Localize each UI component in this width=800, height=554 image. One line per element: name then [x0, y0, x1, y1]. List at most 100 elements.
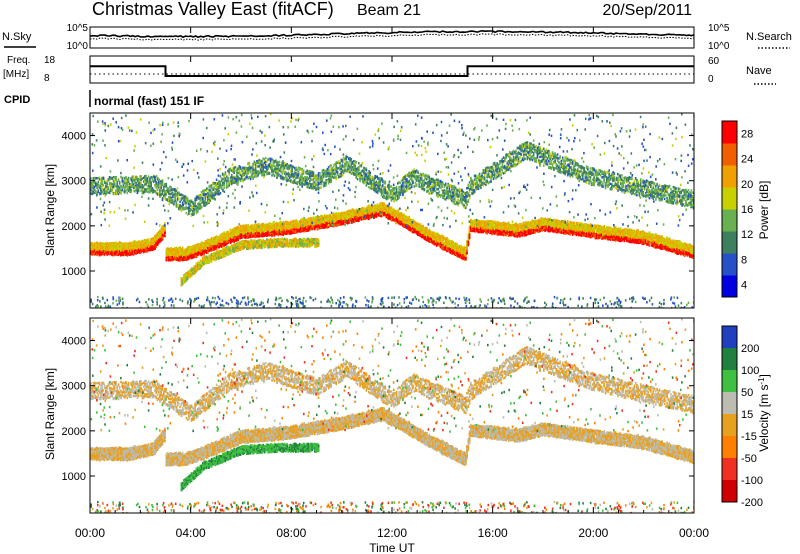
power-cell-ground [103, 252, 106, 255]
power-cell-ground [101, 244, 103, 248]
power-cell-ground [111, 246, 113, 249]
power-cell-ground [113, 246, 116, 250]
power-cell-ground [108, 253, 111, 256]
freq-tick-bottom: 8 [44, 73, 50, 84]
power-cell-ground [117, 246, 120, 249]
power-cell-ground [108, 242, 111, 245]
power-cell-ground [100, 253, 102, 256]
power-cell-ground [101, 252, 103, 255]
power-cell-ground [97, 246, 100, 250]
power-cell-ground [116, 243, 118, 246]
beam-label: Beam 21 [357, 2, 421, 19]
power-cell-ground [112, 248, 115, 251]
power-cell-ground [129, 242, 131, 245]
power-cell-ground [111, 252, 113, 255]
power-cell-ground [129, 246, 131, 250]
power-cell-ground [108, 245, 111, 248]
power-cell-ground [131, 246, 134, 250]
power-cell-ground [93, 251, 96, 255]
power-cell-ground [90, 244, 92, 248]
power-cell-ground [116, 248, 118, 252]
power-cell-ground [107, 251, 110, 254]
power-cell-ground [118, 242, 121, 246]
power-cell-ground [95, 252, 97, 256]
power-cell-ground [111, 248, 113, 251]
power-cell-ground [126, 244, 129, 247]
power-cell-ground [126, 242, 129, 245]
power-cell-ground [130, 249, 132, 252]
power-cell-ground [105, 248, 107, 252]
power-cell-ground [92, 245, 95, 248]
power-cell-ground [358, 219, 360, 222]
power-cell-ground [131, 249, 134, 253]
date-label: 20/Sep/2011 [602, 2, 692, 19]
power-cell-ground [118, 252, 121, 255]
power-cell-ground [91, 249, 93, 253]
frequency-trace [90, 65, 694, 77]
nsearch-label: N.Search [746, 31, 792, 43]
power-cell-ground [124, 253, 126, 256]
power-cell-ground [164, 234, 166, 238]
power-cell-ground [91, 245, 93, 249]
power-cell-ground [110, 242, 112, 246]
power-cell-ground [122, 253, 125, 257]
power-cell-ground [98, 249, 101, 253]
power-cell-ground [102, 246, 105, 250]
power-cell-ground [115, 252, 117, 255]
power-cell-ground [124, 242, 126, 246]
power-cell-ground [117, 253, 120, 257]
power-cell-ground [124, 246, 126, 249]
power-cell-ground [116, 250, 118, 253]
power-cell-ground [129, 253, 131, 257]
power-cell-ground [100, 252, 102, 255]
power-cell-ground [100, 248, 102, 251]
power-cell-ground [127, 247, 130, 250]
power-cell-ground [98, 251, 101, 255]
power-cell-ground [98, 243, 101, 246]
power-cell-ground [97, 250, 100, 254]
power-cell-ground [115, 245, 117, 248]
power-cell-ground [131, 243, 134, 246]
power-cell-ground [113, 248, 116, 252]
power-cell-ground [107, 252, 110, 255]
power-cell-ground [103, 244, 106, 248]
noise-tick-right-bottom: 10^0 [708, 41, 730, 52]
power-cell-ground [227, 230, 229, 234]
power-cell-ground [129, 252, 131, 255]
power-cell-ground [98, 246, 101, 250]
noise-tick-left-top: 10^5 [67, 23, 89, 34]
cpid-label: CPID [4, 94, 30, 106]
power-cell-ground [102, 253, 105, 256]
power-cell-ground [125, 242, 127, 245]
power-cell-ground [116, 245, 118, 248]
power-cell-ground [118, 245, 121, 249]
power-cell-ground [113, 242, 116, 245]
power-cell-ground [97, 248, 100, 252]
power-cell-ground [98, 253, 101, 256]
power-cell-ground [130, 242, 132, 245]
power-cell-ground [103, 248, 106, 251]
power-cell-ground [91, 247, 93, 250]
noise-tick-left-bottom: 10^0 [67, 41, 89, 52]
power-cell-ground [108, 247, 111, 250]
power-cell-ground [110, 244, 112, 247]
power-cell-ground [112, 254, 115, 257]
power-cell-ground [112, 242, 115, 245]
power-cell-ground [120, 249, 122, 253]
power-cell-ground [95, 249, 97, 252]
power-cell-ground [95, 243, 97, 246]
power-cell-ground [106, 242, 108, 245]
power-cell-ground [107, 248, 110, 252]
power-cell-ground [116, 253, 118, 256]
power-cell-ground [118, 241, 121, 244]
power-cell-ground [122, 247, 125, 250]
power-cell-ground [121, 250, 124, 253]
power-cell-ground [103, 250, 106, 253]
power-cell-ground [92, 247, 95, 250]
nsky-label: N.Sky [2, 31, 32, 43]
power-cell-ground [113, 252, 116, 256]
power-cell-ground [117, 245, 120, 248]
freq-unit: [MHz] [3, 69, 29, 80]
power-cell-ground [131, 241, 134, 244]
